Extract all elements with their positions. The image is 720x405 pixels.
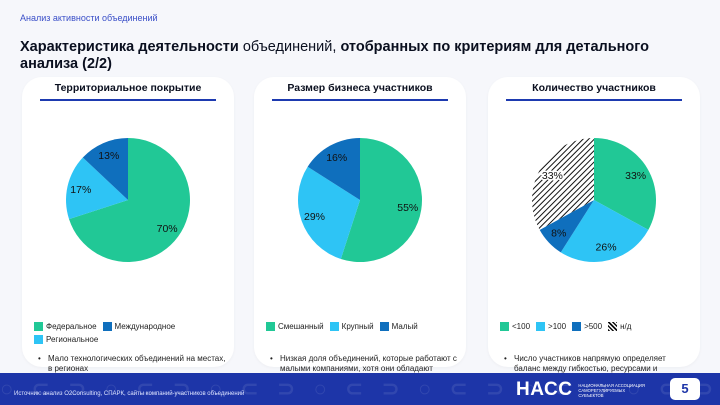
page-number: 5 [670, 378, 700, 400]
header-underline [272, 99, 448, 101]
pie-slice [340, 138, 423, 262]
card-territorial: Территориальное покрытие 70% 17% 13% Федер… [22, 77, 234, 373]
logo-mark: НАСС [516, 379, 573, 400]
pie-slice-label: 33% [625, 170, 646, 182]
bullet: • [270, 354, 273, 363]
title-part-3: отобранных по критериям для детального а… [20, 39, 649, 72]
footer-decorative-pattern: ○ ⊂ ⊃ ○ ⊂ ⊃ ○ ⊂ ⊃ ○ ⊂ ⊃ ○ ⊂ ⊃ ○ ⊂ ⊃ ○ ⊂ … [0, 376, 720, 401]
legend: Смешанный Крупный Малый [266, 322, 456, 331]
pie-chart-territorial: 70% 17% 13% [66, 138, 190, 262]
legend-label: Федеральное [46, 322, 97, 331]
source-note: Источник: анализ O2Consulting, СПАРК, са… [14, 391, 245, 397]
card-header: Размер бизнеса участников [287, 82, 433, 94]
legend: Федеральное Международное Региональное [34, 322, 224, 344]
legend-label: Смешанный [278, 322, 324, 331]
legend-swatch [536, 322, 546, 331]
legend-label: >500 [584, 322, 603, 331]
legend-item: <100 [500, 322, 530, 331]
pie-slice-label: 16% [326, 152, 347, 164]
pie-slice-label: 29% [304, 211, 325, 223]
legend-label: н/д [620, 322, 632, 331]
pie-chart-member-count: 33% 26% 8% 33% [532, 138, 656, 262]
bullet: • [504, 354, 507, 363]
legend-label: <100 [512, 322, 531, 331]
note-text: Мало технологических объединений на мест… [48, 354, 226, 373]
card-business-size: Размер бизнеса участников 55% 29% 16% Смеш… [254, 77, 466, 392]
legend-label: >100 [548, 322, 567, 331]
pie-slice-label: 55% [397, 202, 418, 214]
bullet: • [38, 354, 41, 363]
note: • Мало технологических объединений на мес… [38, 354, 228, 373]
legend: <100 >100 >500 н/д [500, 322, 690, 331]
pie-slice-label: 26% [596, 241, 617, 253]
pie-slice [532, 138, 594, 230]
legend-item: >100 [536, 322, 566, 331]
legend-label: Малый [391, 322, 418, 331]
pie-slice [82, 138, 128, 200]
footer-bar: ○ ⊂ ⊃ ○ ⊂ ⊃ ○ ⊂ ⊃ ○ ⊂ ⊃ ○ ⊂ ⊃ ○ ⊂ ⊃ ○ ⊂ … [0, 373, 720, 405]
legend-swatch [34, 335, 43, 344]
pie-slice-label: 70% [157, 223, 178, 235]
pie-slice [66, 157, 128, 220]
pie-slice [539, 200, 594, 253]
title-part-1: Характеристика деятельности [20, 39, 239, 55]
card-member-count: Количество участников 33% 26% 8% 33% <100 >… [488, 77, 700, 401]
legend-item: Смешанный [266, 322, 324, 331]
pie-slice-label: 17% [70, 184, 91, 196]
pie-slice-label: 8% [551, 228, 566, 240]
legend-item: н/д [608, 322, 631, 331]
card-header: Территориальное покрытие [54, 82, 202, 94]
legend-swatch [34, 322, 43, 331]
card-header: Количество участников [532, 82, 656, 94]
pie-chart-business-size: 55% 29% 16% [298, 138, 423, 262]
legend-swatch [500, 322, 509, 331]
legend-swatch [572, 322, 582, 331]
pie-slice [560, 200, 649, 262]
section-label: Анализ активности объединений [20, 13, 158, 23]
legend-item: >500 [572, 322, 602, 331]
legend-item: Международное [102, 322, 176, 331]
header-underline [40, 99, 216, 101]
legend-swatch [102, 322, 112, 331]
legend-label: Крупный [341, 322, 374, 331]
legend-item: Малый [379, 322, 418, 331]
legend-swatch [379, 322, 389, 331]
legend-label: Международное [114, 322, 176, 331]
legend-swatch-hatched [608, 322, 618, 331]
pie-slice [594, 138, 656, 230]
nass-logo: НАСС Национальная ассоциация саморегулир… [516, 378, 646, 402]
title-part-2: объединений, [238, 39, 341, 55]
legend-item: Региональное [34, 335, 98, 344]
pie-slice [298, 166, 360, 259]
legend-swatch [266, 322, 275, 331]
logo-text: Национальная ассоциация саморегулируемых… [578, 382, 645, 398]
legend-item: Федеральное [34, 322, 97, 331]
pie-slice-label: 13% [98, 150, 119, 162]
pie-slice [69, 138, 190, 262]
pie-slice [307, 138, 360, 200]
legend-item: Крупный [329, 322, 374, 331]
legend-label: Региональное [46, 335, 99, 344]
page-title: Характеристика деятельности объединений,… [20, 39, 710, 73]
legend-swatch [329, 322, 339, 331]
pie-slice-label: 33% [542, 170, 563, 182]
header-underline [506, 99, 682, 101]
